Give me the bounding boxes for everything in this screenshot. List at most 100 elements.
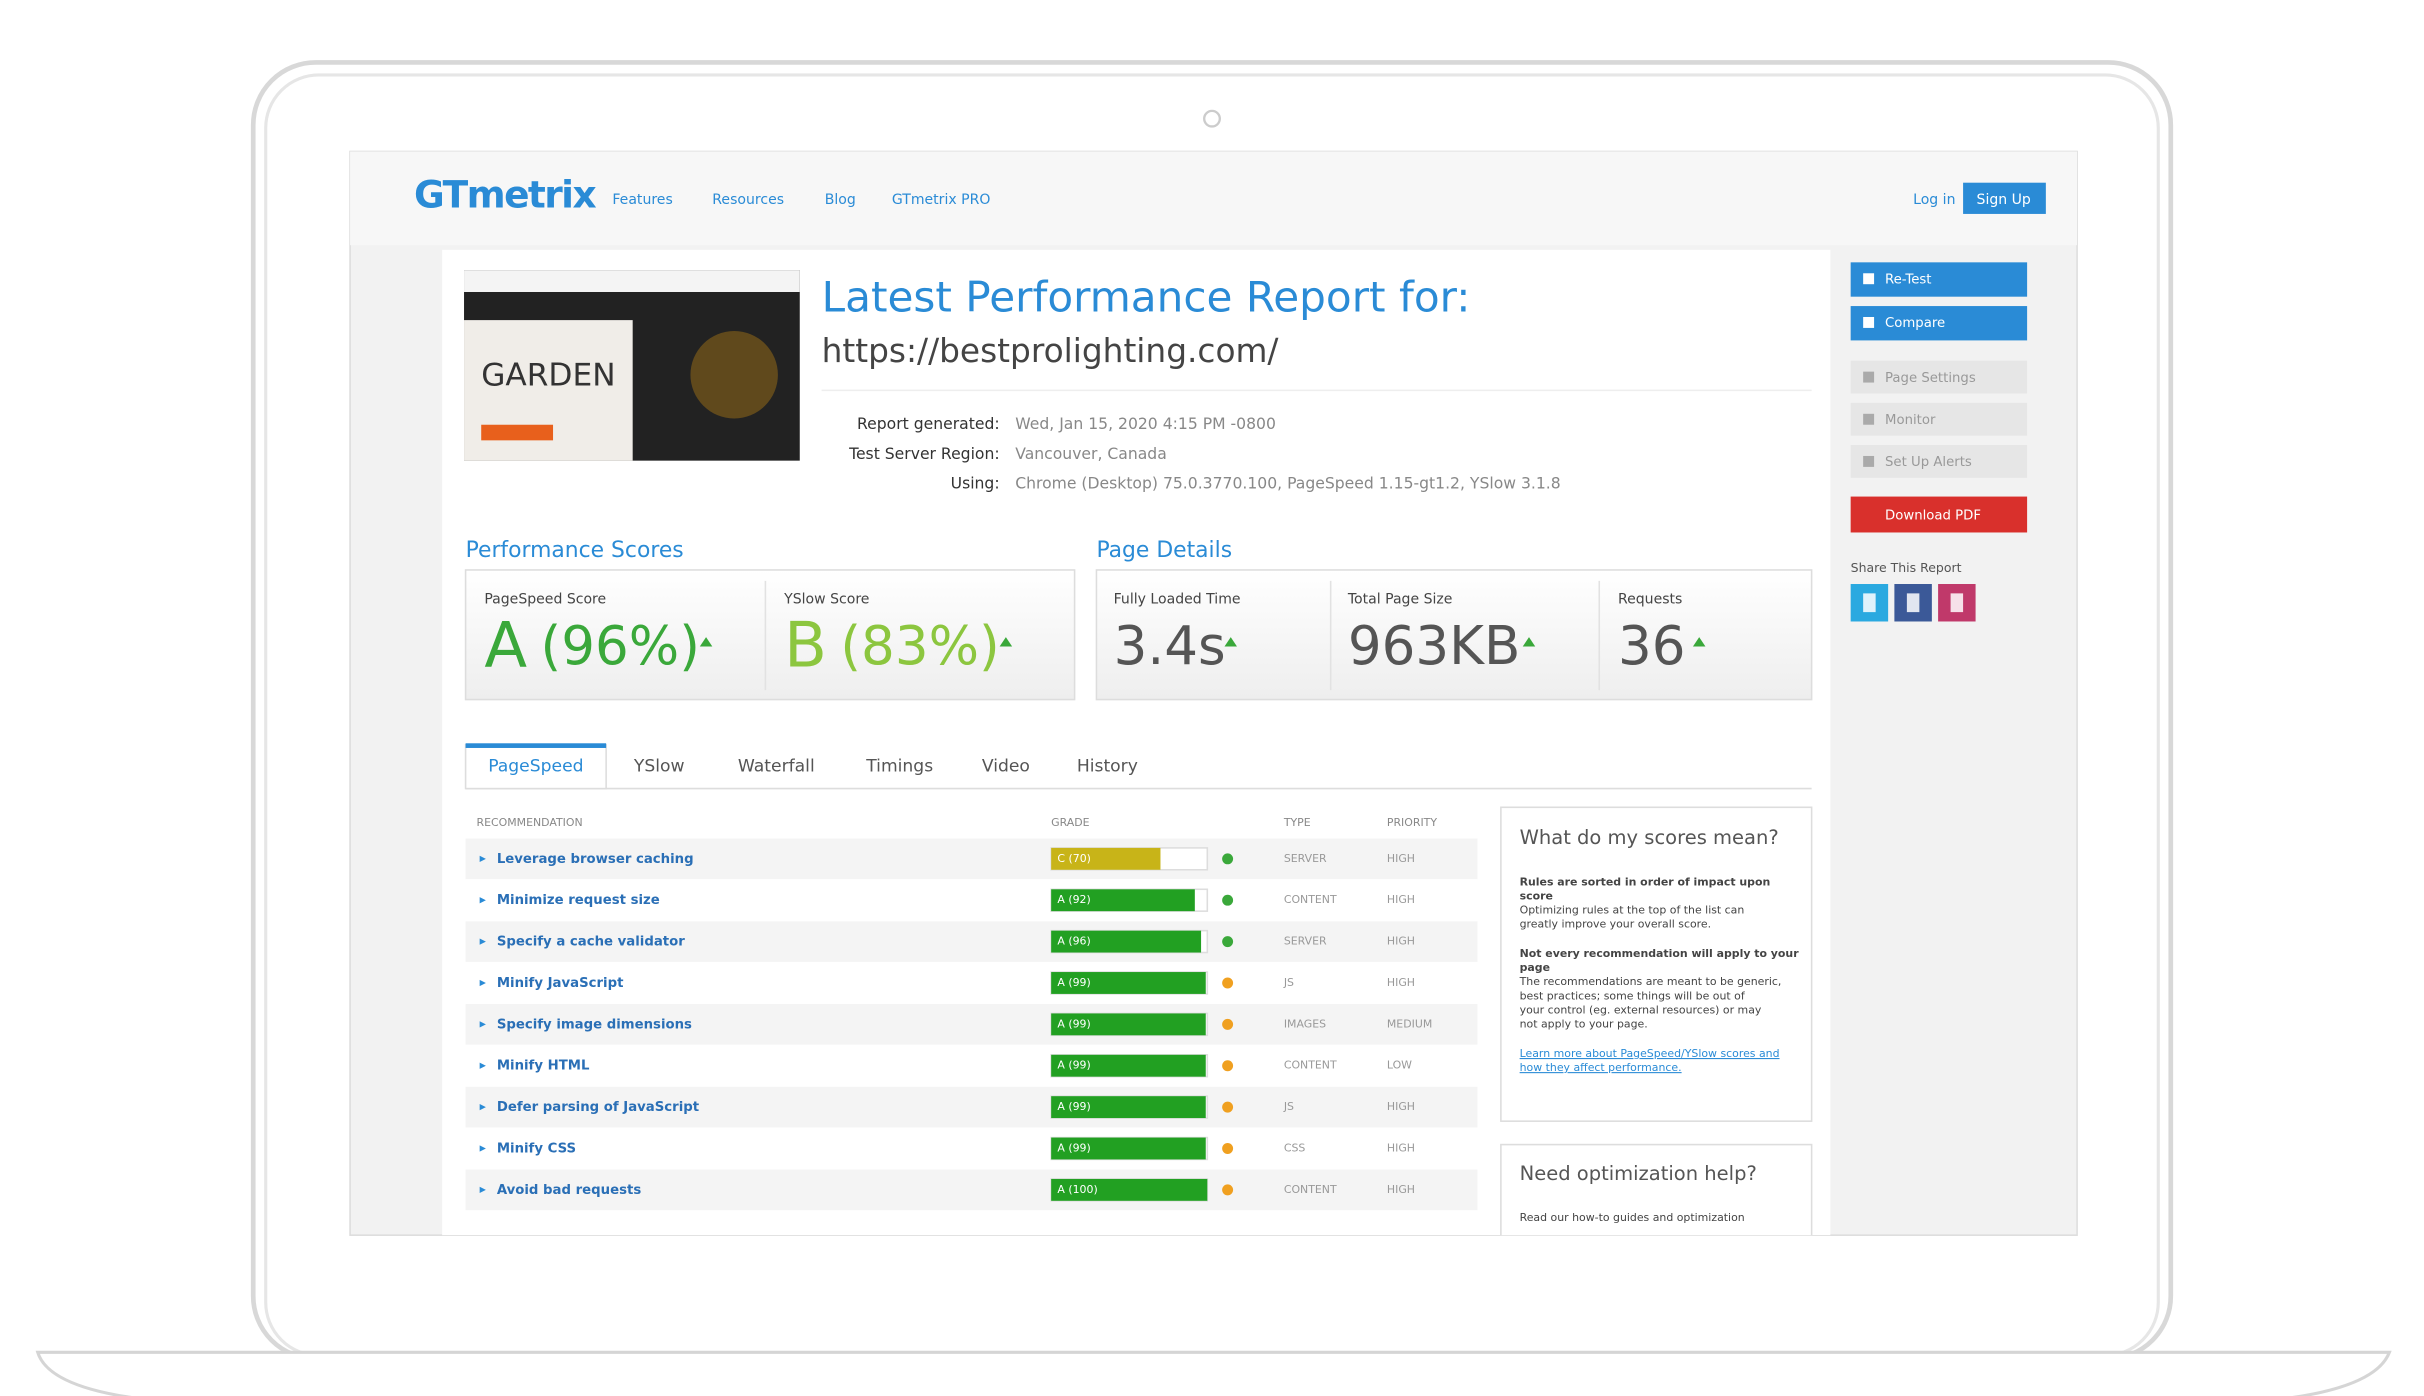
row-background <box>465 1169 1478 1211</box>
text-line: best practices; some things will be out … <box>1520 989 1746 1002</box>
tab[interactable]: Waterfall <box>738 757 815 777</box>
nav-link[interactable]: Features <box>612 192 672 208</box>
grade-icon <box>1222 1060 1234 1072</box>
grade-bar <box>1051 972 1206 994</box>
detail-value: 36 <box>1618 615 1686 677</box>
grade-label: C (70) <box>1057 852 1091 865</box>
info-text: The recommendations are meant to be gene… <box>1519 975 1782 1030</box>
grade-label: A (96) <box>1057 935 1090 948</box>
navbar <box>350 151 2078 246</box>
table-header: RECOMMENDATION <box>477 816 583 829</box>
type: IMAGES <box>1284 1017 1326 1030</box>
signup-text[interactable]: Sign Up <box>1977 192 2031 208</box>
priority: MEDIUM <box>1387 1017 1432 1030</box>
recommendation[interactable]: Minify CSS <box>497 1141 576 1156</box>
recommendation[interactable]: Minify HTML <box>497 1059 590 1074</box>
grade-icon <box>1222 894 1234 906</box>
trend-icon <box>999 637 1013 647</box>
share-glyph <box>1950 593 1964 613</box>
recommendation[interactable]: Minify JavaScript <box>497 976 624 991</box>
score-label: PageSpeed Score <box>484 592 606 608</box>
button-icon <box>1863 455 1875 467</box>
help-text: Read our how-to guides and optimization <box>1520 1211 1745 1224</box>
tab[interactable]: History <box>1077 757 1138 777</box>
button-text[interactable]: Compare <box>1885 316 1945 331</box>
help-heading: Need optimization help? <box>1520 1162 1757 1185</box>
button-text[interactable]: Page Settings <box>1885 371 1976 386</box>
nav-link[interactable]: GTmetrix PRO <box>892 192 991 208</box>
recommendation[interactable]: Minimize request size <box>497 893 660 908</box>
score-value: (83%) <box>840 615 999 677</box>
grade-label: A (99) <box>1057 1100 1090 1113</box>
row-background <box>465 1086 1478 1128</box>
grade-label: A (99) <box>1057 1059 1090 1072</box>
signup-button[interactable] <box>1963 182 2046 214</box>
priority: LOW <box>1387 1059 1412 1072</box>
text-line: page <box>1520 961 1550 974</box>
priority: HIGH <box>1387 935 1415 948</box>
button-text[interactable]: Re-Test <box>1885 273 1931 288</box>
secondary-button[interactable] <box>1850 445 2028 478</box>
recommendation[interactable]: Defer parsing of JavaScript <box>497 1100 700 1115</box>
tab[interactable]: PageSpeed <box>488 757 583 777</box>
expand-icon <box>479 938 486 945</box>
table-header: GRADE <box>1051 816 1089 829</box>
detail-value: 963KB <box>1348 615 1521 677</box>
trend-icon <box>699 637 713 647</box>
tab[interactable]: YSlow <box>633 757 685 777</box>
recommendation[interactable]: Specify image dimensions <box>497 1017 692 1032</box>
text-line: greatly improve your overall score. <box>1520 917 1711 930</box>
text-line: Not every recommendation will apply to y… <box>1520 947 1800 960</box>
row-background <box>465 1004 1478 1045</box>
meta-value: Chrome (Desktop) 75.0.3770.100, PageSpee… <box>1015 475 1560 493</box>
expand-icon <box>479 1021 486 1028</box>
secondary-button[interactable] <box>1850 360 2028 394</box>
type: JS <box>1283 1100 1294 1113</box>
tab[interactable]: Video <box>982 757 1030 777</box>
grade-bar <box>1051 1178 1208 1201</box>
thumbnail-text: GARDEN <box>481 357 615 393</box>
button-text[interactable]: Monitor <box>1885 413 1936 428</box>
recommendation[interactable]: Leverage browser caching <box>497 852 694 867</box>
primary-button[interactable] <box>1850 262 2028 297</box>
priority: HIGH <box>1387 1100 1415 1113</box>
nav-link[interactable]: Blog <box>825 192 856 208</box>
meta-value: Wed, Jan 15, 2020 4:15 PM -0800 <box>1015 415 1276 433</box>
priority: HIGH <box>1387 976 1415 989</box>
table-header: TYPE <box>1283 816 1311 829</box>
detail-label: Total Page Size <box>1347 592 1453 608</box>
grade-icon <box>1222 853 1234 865</box>
info-text: Not every recommendation will apply to y… <box>1520 947 1800 974</box>
report-url: https://bestprolighting.com/ <box>822 332 1280 370</box>
detail-label: Fully Loaded Time <box>1114 592 1241 608</box>
nav-link[interactable]: Resources <box>712 192 784 208</box>
grade-bar <box>1051 889 1195 912</box>
button-text[interactable]: Set Up Alerts <box>1885 455 1972 470</box>
expand-icon <box>479 1062 486 1069</box>
grade-bar <box>1051 1137 1206 1160</box>
text-line: Optimizing rules at the top of the list … <box>1520 903 1745 916</box>
primary-button[interactable] <box>1850 306 2028 341</box>
pdf-button[interactable] <box>1850 496 2028 533</box>
type: CONTENT <box>1284 1059 1337 1072</box>
grade-icon <box>1222 977 1234 989</box>
button-text[interactable]: Download PDF <box>1885 508 1981 523</box>
logo: GTmetrix <box>414 172 596 216</box>
recommendation[interactable]: Avoid bad requests <box>497 1183 641 1198</box>
tab[interactable]: Timings <box>865 757 933 777</box>
grade-icon <box>1222 936 1234 948</box>
share-glyph <box>1906 593 1920 613</box>
login-link[interactable]: Log in <box>1913 192 1955 208</box>
button-icon <box>1863 273 1875 285</box>
recommendation[interactable]: Specify a cache validator <box>497 935 685 950</box>
info-text: Optimizing rules at the top of the list … <box>1520 903 1745 930</box>
expand-icon <box>479 979 486 987</box>
secondary-button[interactable] <box>1850 402 2028 436</box>
active-tab-marker <box>465 743 607 748</box>
laptop-base <box>35 1350 2392 1396</box>
priority: HIGH <box>1387 1141 1415 1154</box>
type: CSS <box>1284 1141 1306 1154</box>
text-line: The recommendations are meant to be gene… <box>1519 975 1782 988</box>
info-text[interactable]: Learn more about PageSpeed/YSlow scores … <box>1520 1047 1780 1074</box>
